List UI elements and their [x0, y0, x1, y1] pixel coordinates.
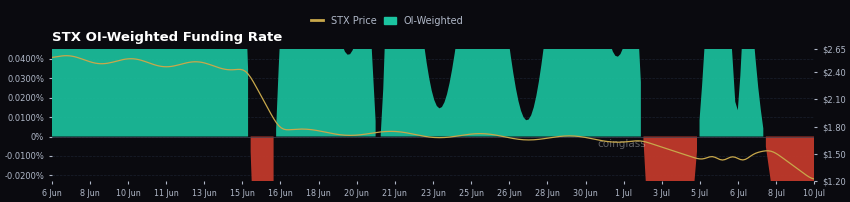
- Text: coinglass: coinglass: [598, 139, 647, 149]
- Legend: STX Price, OI-Weighted: STX Price, OI-Weighted: [307, 12, 468, 29]
- Text: STX OI-Weighted Funding Rate: STX OI-Weighted Funding Rate: [52, 31, 282, 44]
